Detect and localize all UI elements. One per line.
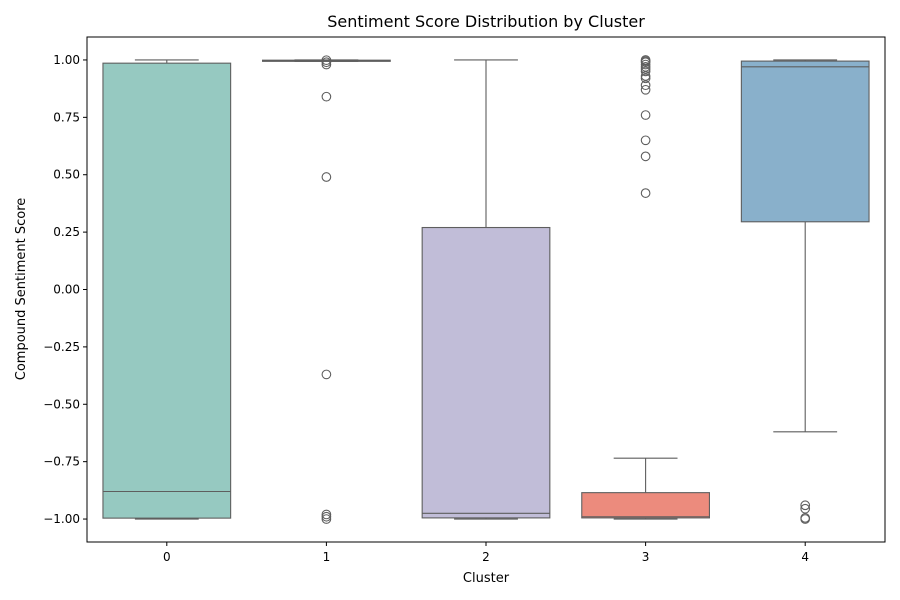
box-cluster-2 [421,59,551,520]
box-cluster-3 [581,55,710,520]
outlier-point [800,514,811,524]
outlier-point [640,135,651,146]
y-tick-label: 0.75 [53,110,80,124]
outlier-point [800,500,811,511]
outlier-point [640,71,651,81]
outlier-point [321,511,332,522]
y-tick-label: −0.25 [43,340,80,354]
plot-area [102,55,870,524]
iqr-box [421,226,551,519]
outlier-point [640,151,651,162]
outlier-point [321,59,332,70]
outlier-point [640,73,651,84]
x-tick-label: 3 [642,550,650,564]
outlier-point [640,66,651,77]
outlier-point [640,80,651,91]
outlier-point [640,110,651,120]
outlier-point [640,59,651,70]
outlier-point [640,57,651,68]
iqr-box [581,492,710,519]
iqr-box [102,62,232,519]
outlier-point [640,188,651,198]
y-tick-label: −0.75 [43,455,80,469]
y-tick-label: 1.00 [53,53,80,67]
y-axis: −1.00 −0.75 −0.50 −0.25 0.00 0.25 0.50 0.75 1.00 [43,53,87,526]
y-tick-label: 0.50 [53,168,80,182]
outlier-point [321,91,332,102]
y-tick-label: −1.00 [43,512,80,526]
chart-title: Sentiment Score Distribution by Cluster [327,12,645,31]
outlier-point [321,509,332,520]
outlier-point [800,503,811,514]
outlier-point [640,61,651,72]
x-tick-label: 1 [323,550,331,564]
x-axis-title: Cluster [463,571,510,586]
x-tick-label: 4 [801,550,809,564]
iqr-box [740,60,870,223]
x-axis: 0 1 2 3 4 [163,542,809,564]
outlier-point [321,514,332,524]
x-tick-label: 0 [163,550,171,564]
outlier-point [321,369,332,380]
outlier-point [321,172,332,182]
y-tick-label: −0.50 [43,397,80,411]
y-tick-label: 0.25 [53,225,80,239]
outlier-point [321,57,332,68]
outlier-point [640,64,651,74]
y-tick-label: 0.00 [53,283,80,297]
outlier-point [640,84,651,95]
y-axis-title: Compound Sentiment Score [14,198,29,381]
box-cluster-4 [740,59,870,524]
box-cluster-1 [262,55,391,524]
x-tick-label: 2 [482,550,490,564]
box-cluster-0 [102,59,232,520]
